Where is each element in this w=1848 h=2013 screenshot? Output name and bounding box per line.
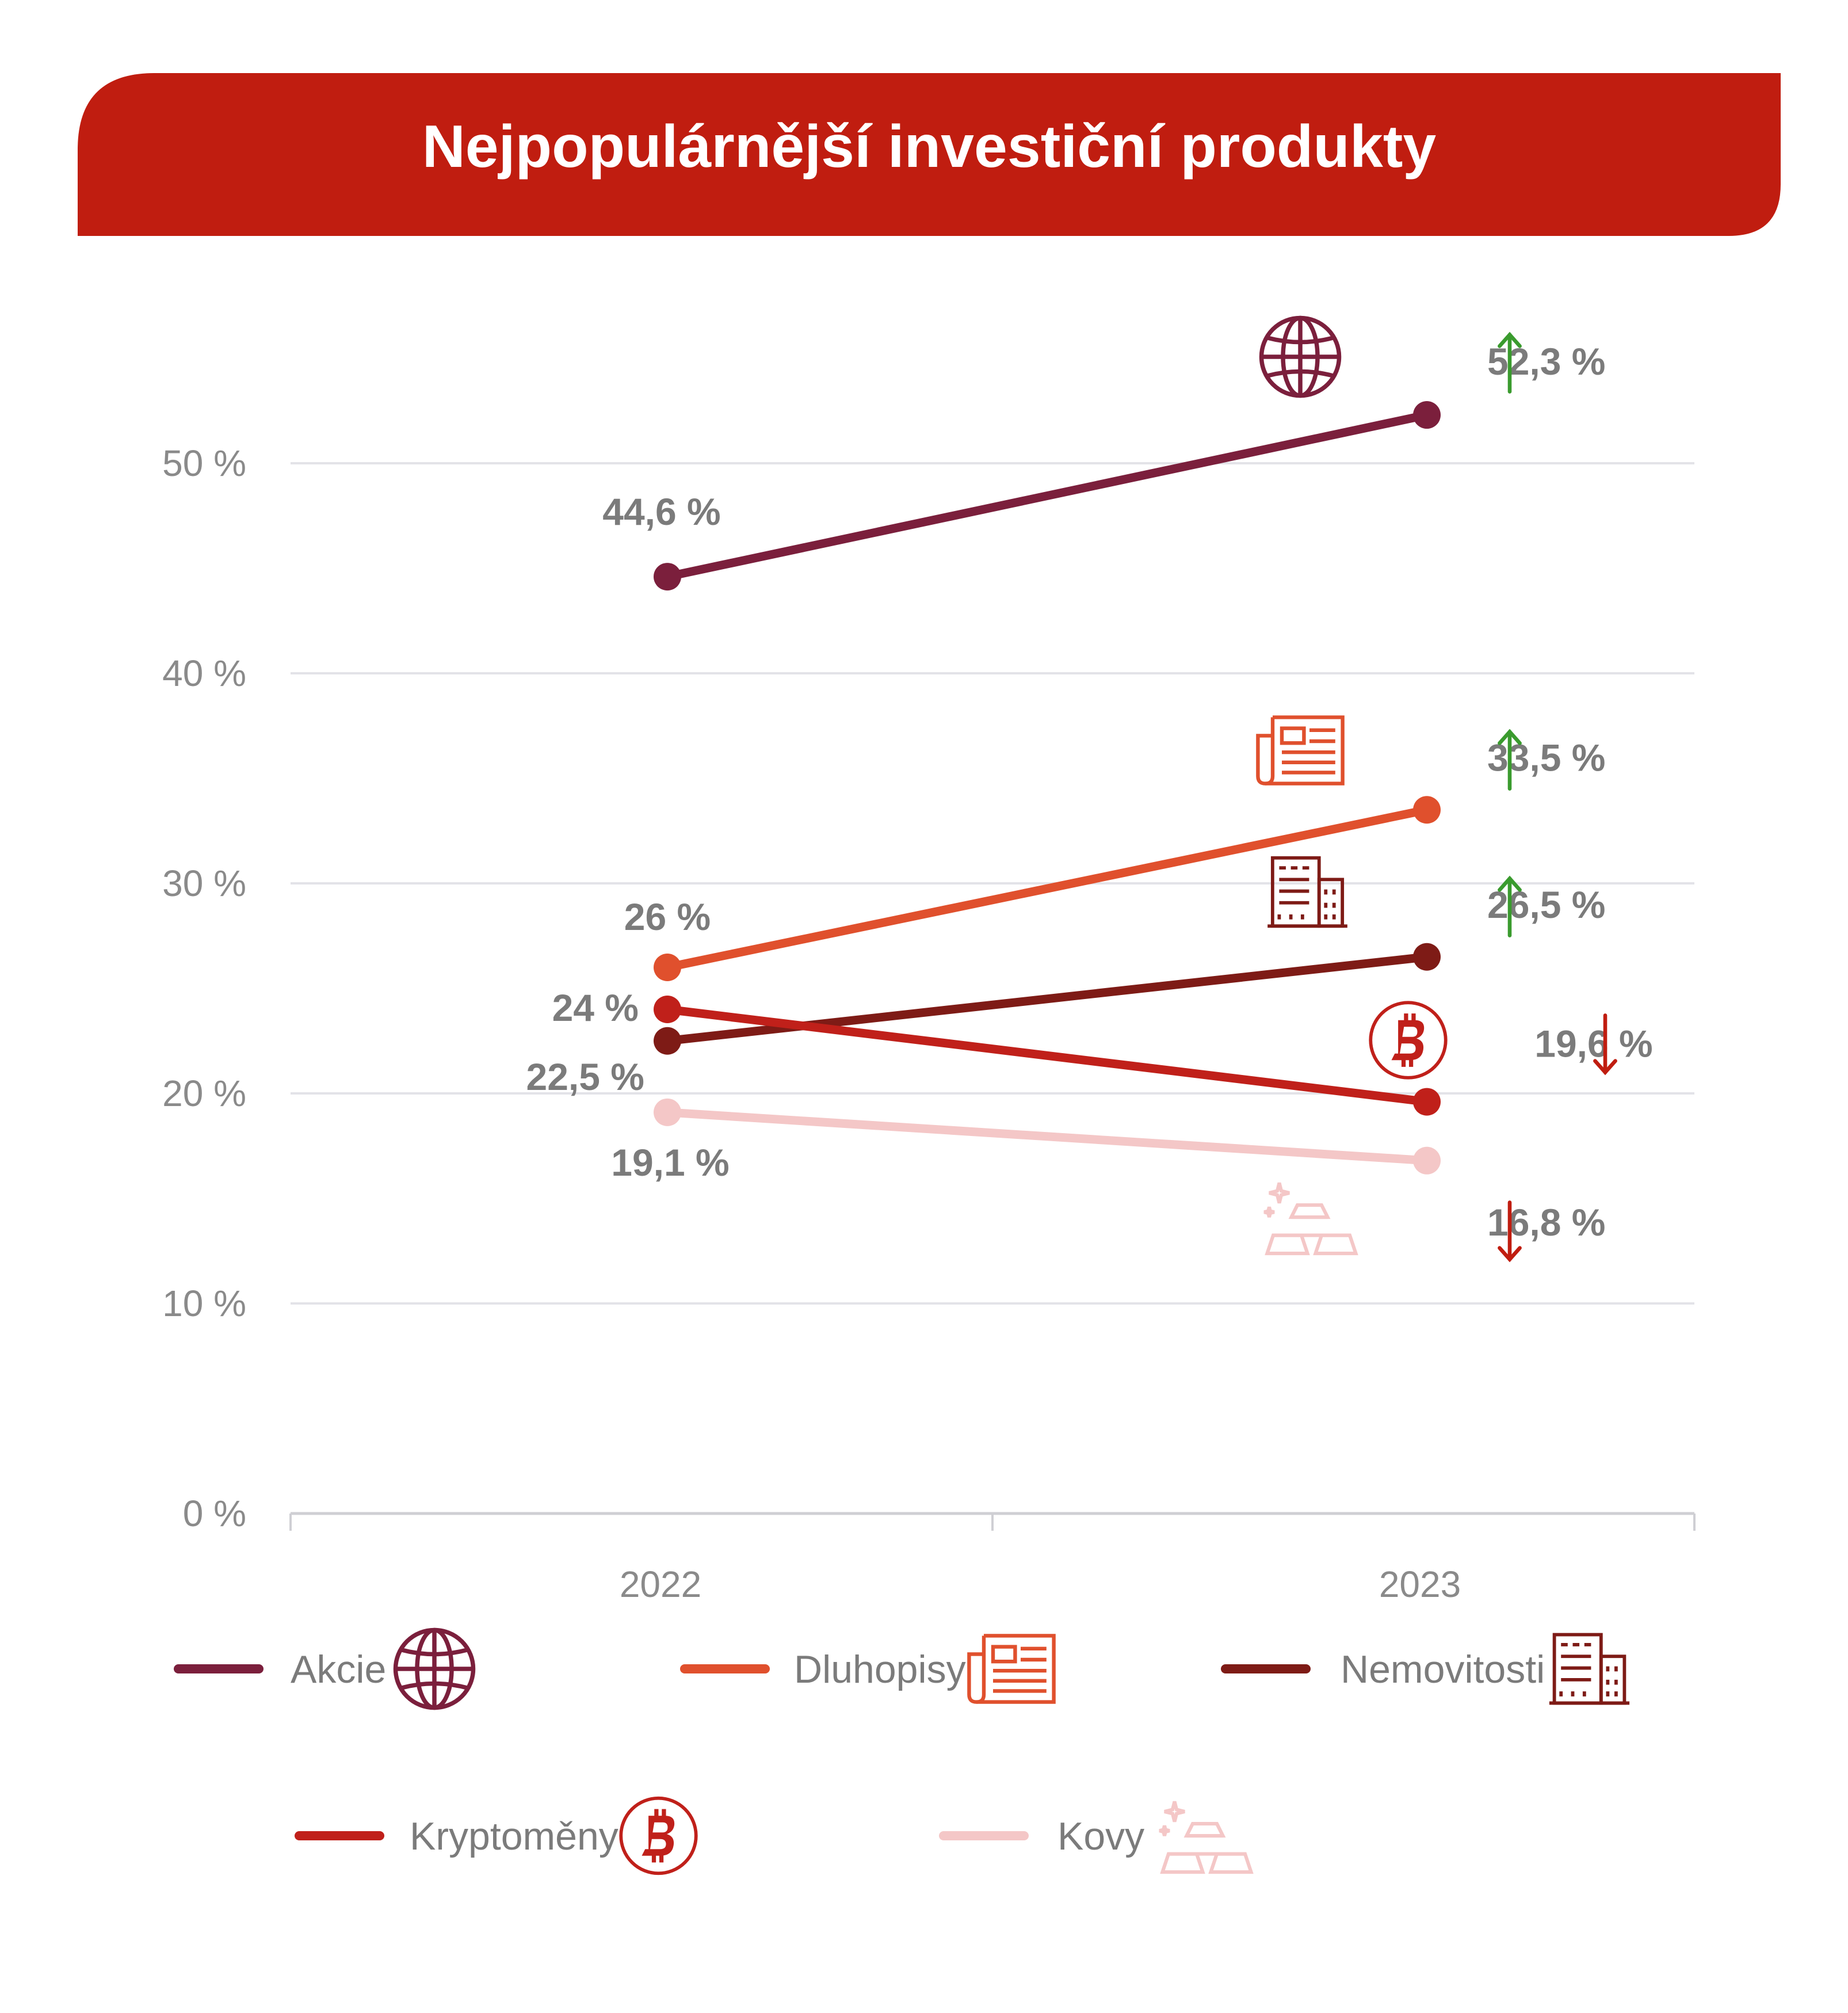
- y-tick-label: 20 %: [162, 1073, 246, 1114]
- document-icon: [969, 1635, 1053, 1702]
- legend-label: Dluhopisy: [794, 1648, 966, 1691]
- data-point-dluhopisy-2022: [654, 954, 681, 981]
- legend-label: Kovy: [1057, 1814, 1144, 1858]
- y-axis: 0 % 10 % 20 % 30 % 40 % 50 %: [162, 443, 246, 1534]
- legend-item-akcie: Akcie: [174, 1630, 474, 1708]
- data-point-kovy-2022: [654, 1098, 681, 1126]
- data-label-kovy-2022: 19,1 %: [611, 1141, 729, 1184]
- data-label-dluhopisy-2023: 33,5 %: [1487, 736, 1605, 779]
- x-axis: 2022 2023: [289, 1513, 1696, 1605]
- grid: [291, 462, 1694, 1515]
- y-tick-label: 50 %: [162, 443, 246, 484]
- bitcoin-icon: [1370, 1002, 1446, 1078]
- data-label-kovy-2023: 16,8 %: [1487, 1201, 1605, 1244]
- data-point-dluhopisy-2023: [1413, 796, 1441, 824]
- series-line-kryptomeny: [663, 1005, 1431, 1107]
- legend-label: Kryptoměny: [410, 1814, 618, 1858]
- legend-item-nemovitosti: Nemovitosti: [1221, 1635, 1629, 1703]
- y-tick-label: 0 %: [183, 1493, 246, 1534]
- data-label-dluhopisy-2022: 26 %: [624, 895, 711, 938]
- x-tick-label: 2022: [620, 1564, 701, 1605]
- series-line-akcie: [663, 410, 1431, 581]
- x-tick-label: 2023: [1379, 1564, 1461, 1605]
- building-icon: [1267, 858, 1347, 926]
- globe-icon: [396, 1630, 474, 1708]
- legend: Akcie Dluhopisy Nemovitosti Kryptoměny Kovy: [174, 1630, 1629, 1874]
- gold-bars-icon: [1264, 1183, 1356, 1254]
- legend-item-kovy: Kovy: [939, 1802, 1251, 1873]
- data-point-kryptomeny-2022: [654, 996, 681, 1023]
- data-label-nemovitosti-2023: 26,5 %: [1487, 883, 1605, 926]
- series-points: [654, 401, 1441, 1175]
- series-line-nemovitosti: [663, 952, 1431, 1046]
- data-label-akcie-2023: 52,3 %: [1487, 340, 1605, 383]
- building-icon: [1549, 1635, 1629, 1703]
- legend-item-dluhopisy: Dluhopisy: [680, 1635, 1054, 1702]
- legend-label: Nemovitosti: [1341, 1648, 1545, 1691]
- chart-title: Nejpopulárnější investiční produkty: [422, 113, 1437, 180]
- data-label-nemovitosti-2022: 22,5 %: [526, 1055, 644, 1098]
- globe-icon: [1262, 318, 1339, 396]
- series-line-dluhopisy: [663, 805, 1431, 972]
- y-tick-label: 10 %: [162, 1283, 246, 1324]
- annotations: [1258, 318, 1615, 1260]
- series-lines: [663, 410, 1431, 1165]
- data-point-akcie-2023: [1413, 401, 1441, 429]
- data-point-kovy-2023: [1413, 1146, 1441, 1175]
- title-banner: [78, 73, 1781, 236]
- document-icon: [1258, 717, 1342, 783]
- data-label-akcie-2022: 44,6 %: [602, 490, 720, 533]
- bitcoin-icon: [621, 1798, 696, 1874]
- data-label-kryptomeny-2022: 24 %: [552, 986, 639, 1029]
- data-labels: 44,6 % 52,3 % 26 % 33,5 % 22,5 % 26,5 % 24 % 19…: [526, 340, 1653, 1244]
- gold-bars-icon: [1159, 1802, 1251, 1873]
- y-tick-label: 30 %: [162, 863, 246, 904]
- data-point-akcie-2022: [654, 563, 681, 591]
- data-point-nemovitosti-2022: [654, 1027, 681, 1055]
- legend-item-kryptomeny: Kryptoměny: [295, 1798, 696, 1874]
- series-line-kovy: [663, 1108, 1431, 1165]
- y-tick-label: 40 %: [162, 653, 246, 694]
- data-point-nemovitosti-2023: [1413, 943, 1441, 971]
- legend-label: Akcie: [291, 1648, 386, 1691]
- data-point-kryptomeny-2023: [1413, 1088, 1441, 1116]
- data-label-kryptomeny-2023: 19,6 %: [1534, 1023, 1652, 1065]
